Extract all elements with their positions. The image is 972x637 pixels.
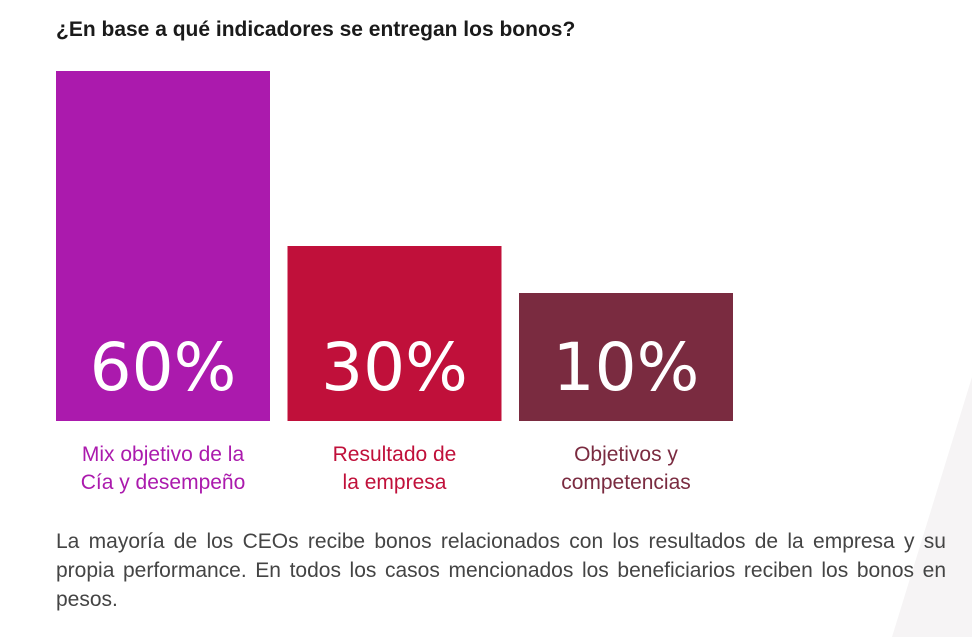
category-label: la empresa bbox=[343, 471, 447, 494]
data-label: 30% bbox=[321, 329, 468, 406]
category-label: Cía y desempeño bbox=[81, 471, 246, 494]
category-label: competencias bbox=[561, 471, 691, 494]
chart-title: ¿En base a qué indicadores se entregan l… bbox=[56, 18, 576, 41]
bar bbox=[287, 246, 502, 421]
description-text: La mayoría de los CEOs recibe bonos rela… bbox=[56, 530, 946, 611]
bar-chart: 60% Mix objetivo de la Cía y desempeño 30% R… bbox=[56, 71, 733, 494]
bar bbox=[56, 71, 270, 421]
category-label: Resultado de bbox=[333, 443, 457, 466]
data-label: 10% bbox=[553, 329, 700, 406]
category-label: Objetivos y bbox=[574, 443, 678, 466]
bar bbox=[519, 293, 733, 421]
data-label: 60% bbox=[90, 329, 237, 406]
category-label: Mix objetivo de la bbox=[82, 443, 245, 466]
